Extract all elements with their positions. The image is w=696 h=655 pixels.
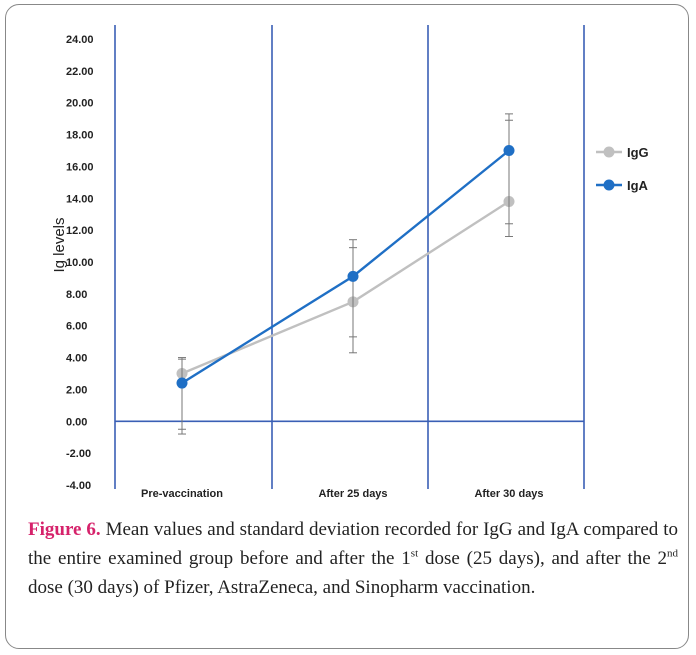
line-chart: 24.00 22.00 20.00 18.00 16.00 14.00 12.00 10.00… [51,25,649,500]
y-tick-label: 12.00 [66,225,94,237]
y-tick-label: -2.00 [66,448,91,460]
data-point-IgA [503,145,515,156]
y-tick-label: 4.00 [66,353,87,365]
y-tick-label: 8.00 [66,289,87,301]
data-point-IgA [347,270,359,282]
caption-sup-1: st [410,547,419,560]
data-point-IgA [176,377,188,389]
x-tick-label: Pre-vaccination [141,488,223,500]
legend-marker-IgA [603,179,615,191]
y-tick-label: 0.00 [66,416,87,428]
y-tick-label: 6.00 [66,321,87,333]
x-tick-label: After 30 days [474,488,543,500]
caption-label: Figure 6. [28,519,101,540]
y-tick-label: 20.00 [66,98,94,110]
series-IgA [176,113,515,430]
figure-frame: 24.00 22.00 20.00 18.00 16.00 14.00 12.00 10.00… [5,4,689,649]
series-IgG [176,119,515,435]
caption-text-1: Mean values and standard deviation recor… [28,519,678,569]
caption-text-2: dose (25 days), and after the 2 [418,548,667,569]
legend-marker-IgG [603,146,615,158]
y-tick-label: -4.00 [66,480,91,492]
y-tick-label: 24.00 [66,34,94,46]
series-line-IgA [181,149,510,385]
y-tick-label: 10.00 [66,257,94,269]
caption-sup-2: nd [666,547,678,560]
caption-text-3: dose (30 days) of Pfizer, AstraZeneca, a… [28,577,536,598]
y-tick-label: 18.00 [66,130,94,142]
series-line-IgG [181,200,510,375]
y-tick-label: 14.00 [66,193,94,205]
y-tick-label: 2.00 [66,384,87,396]
legend-label-IgA: IgA [627,178,649,193]
y-tick-label: 22.00 [66,66,94,78]
figure-caption: Figure 6. Mean values and standard devia… [28,515,678,602]
y-tick-label: 16.00 [66,161,94,173]
x-tick-label: After 25 days [318,488,387,500]
legend-label-IgG: IgG [627,145,649,160]
y-axis-label: Ig levels [51,217,68,272]
